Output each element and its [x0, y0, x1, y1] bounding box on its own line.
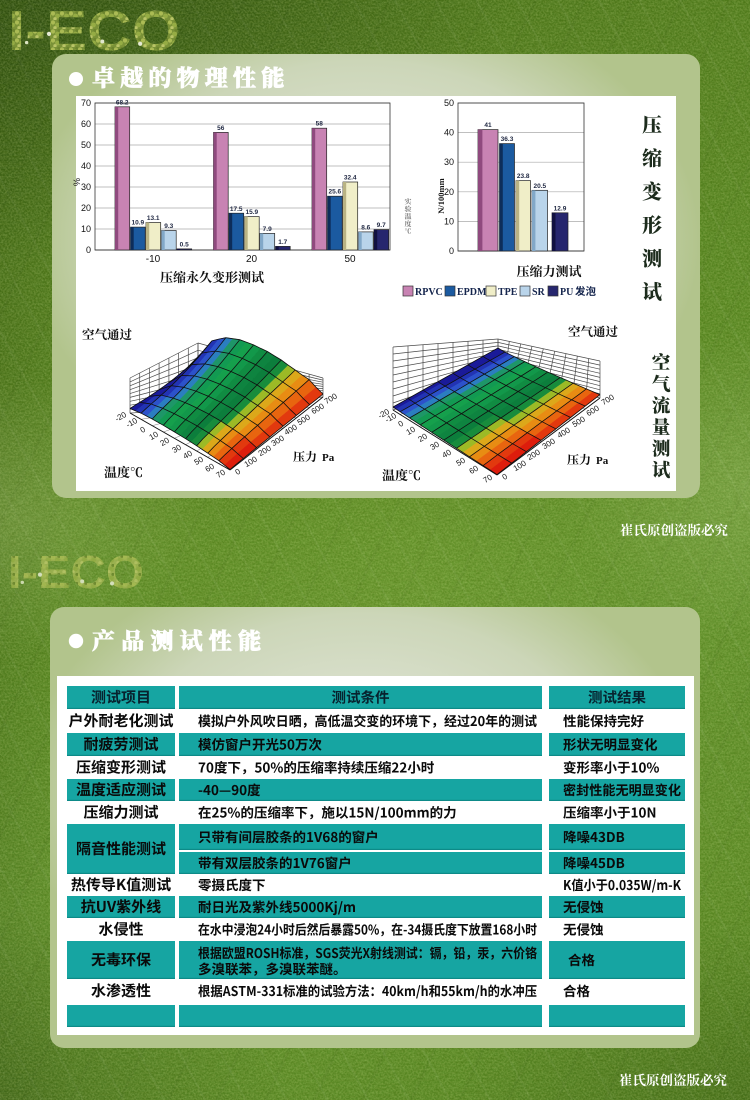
svg-text:41: 41 [484, 122, 492, 129]
svg-text:I-ECO: I-ECO [8, 0, 180, 63]
svg-text:7.9: 7.9 [263, 226, 272, 233]
svg-text:70: 70 [215, 467, 228, 480]
svg-text:20: 20 [159, 435, 172, 448]
svg-text:9.7: 9.7 [377, 222, 386, 229]
svg-text:13.1: 13.1 [147, 215, 160, 222]
svg-text:10: 10 [405, 424, 418, 437]
svg-text:0: 0 [139, 425, 148, 435]
svg-text:58: 58 [316, 121, 324, 128]
svg-text:10.9: 10.9 [131, 220, 144, 227]
svg-text:20: 20 [246, 254, 258, 265]
svg-text:30: 30 [429, 439, 442, 452]
svg-text:9.3: 9.3 [164, 223, 173, 230]
svg-text:20: 20 [417, 431, 430, 444]
svg-text:30: 30 [444, 157, 454, 167]
svg-text:300: 300 [270, 433, 287, 448]
svg-text:EPDM: EPDM [457, 287, 487, 298]
svg-text:40: 40 [441, 447, 454, 460]
svg-text:17.5: 17.5 [230, 206, 243, 213]
svg-text:PU: PU [560, 287, 573, 298]
svg-text:600: 600 [585, 403, 602, 418]
svg-text:50: 50 [193, 454, 206, 467]
svg-text:Pa: Pa [322, 452, 335, 464]
svg-text:20: 20 [81, 203, 91, 213]
svg-text:10: 10 [444, 216, 454, 226]
svg-text:500: 500 [571, 414, 588, 429]
svg-text:56: 56 [217, 125, 225, 132]
svg-text:600: 600 [310, 401, 327, 416]
svg-text:0: 0 [86, 245, 91, 255]
svg-text:0: 0 [501, 472, 510, 482]
svg-text:0.5: 0.5 [180, 241, 189, 248]
svg-text:50: 50 [455, 455, 468, 468]
svg-text:20.5: 20.5 [533, 183, 546, 190]
svg-text:700: 700 [600, 392, 617, 407]
svg-text:60: 60 [468, 463, 481, 476]
svg-text:50: 50 [344, 254, 356, 265]
svg-text:70: 70 [81, 98, 91, 108]
svg-text:50: 50 [444, 98, 454, 108]
svg-text:12.9: 12.9 [554, 205, 567, 212]
svg-text:40: 40 [444, 128, 454, 138]
svg-text:20: 20 [444, 187, 454, 197]
svg-text:N/100mm: N/100mm [436, 178, 446, 213]
svg-text:60: 60 [81, 119, 91, 129]
svg-text:23.8: 23.8 [517, 173, 530, 180]
svg-text:TPE: TPE [498, 287, 518, 298]
svg-text:68.2: 68.2 [116, 99, 129, 106]
svg-text:30: 30 [81, 182, 91, 192]
svg-text:500: 500 [296, 412, 313, 427]
svg-text:50: 50 [81, 140, 91, 150]
svg-text:I-ECO: I-ECO [8, 546, 144, 598]
svg-text:0: 0 [449, 246, 454, 256]
svg-text:70: 70 [482, 472, 495, 485]
svg-text:32.4: 32.4 [344, 175, 357, 182]
svg-text:1.7: 1.7 [278, 239, 287, 246]
svg-text:Pa: Pa [596, 455, 609, 467]
svg-text:0: 0 [234, 467, 243, 477]
svg-text:0: 0 [397, 419, 406, 429]
svg-text:25.6: 25.6 [328, 189, 341, 196]
svg-text:%: % [72, 178, 82, 186]
svg-text:40: 40 [81, 161, 91, 171]
svg-text:700: 700 [323, 391, 340, 406]
svg-text:8.6: 8.6 [361, 224, 370, 231]
svg-text:-10: -10 [146, 254, 161, 265]
svg-text:RPVC: RPVC [415, 287, 443, 298]
svg-text:36.3: 36.3 [501, 136, 514, 143]
svg-text:SR: SR [532, 287, 546, 298]
svg-text:15.9: 15.9 [245, 209, 258, 216]
svg-text:10: 10 [81, 224, 91, 234]
